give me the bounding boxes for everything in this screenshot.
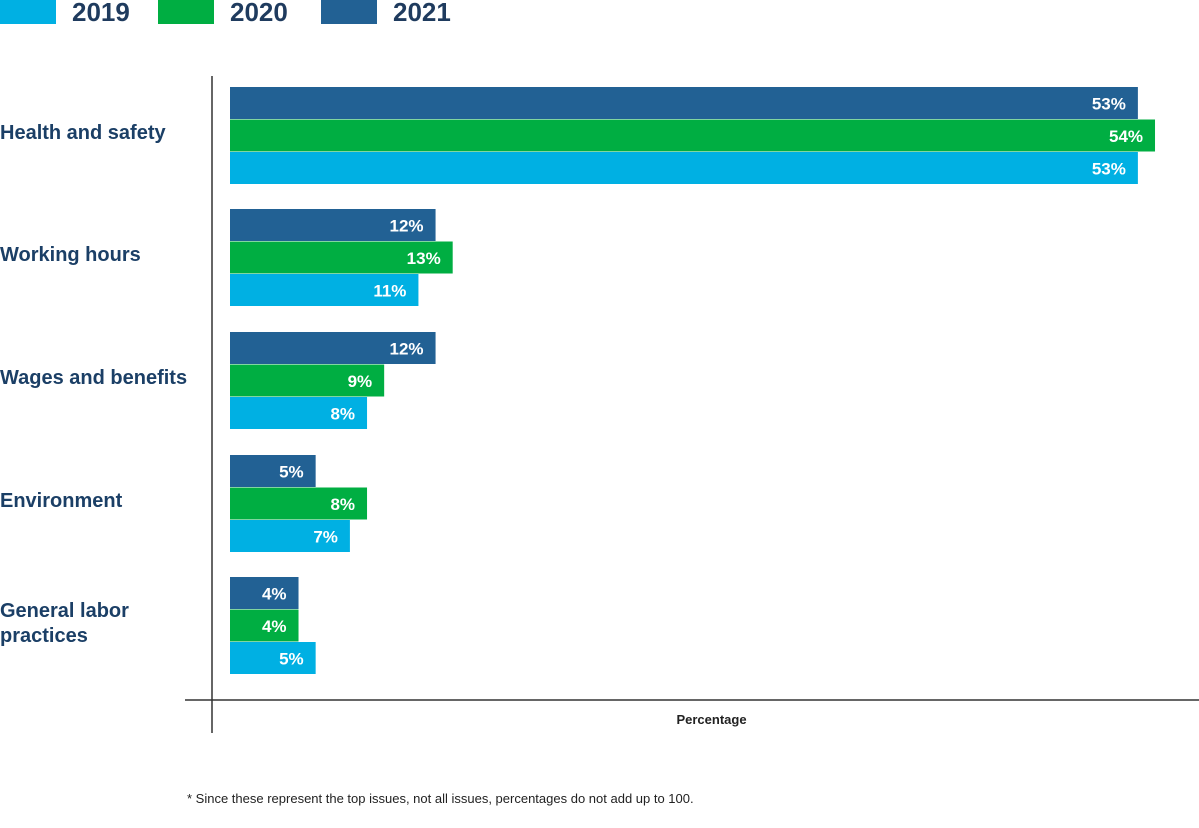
bar-2019-1 — [230, 274, 419, 306]
legend-swatch-2020 — [158, 0, 214, 24]
x-axis-title: Percentage — [676, 712, 747, 727]
category-label-line: practices — [0, 624, 88, 647]
bar-2021-0 — [230, 87, 1138, 119]
bar-label-2019-4: 5% — [279, 649, 304, 668]
footnote: * Since these represent the top issues, … — [187, 791, 694, 806]
bar-2019-2 — [230, 397, 368, 429]
bar-2019-4 — [230, 642, 316, 674]
bar-label-2020-0: 54% — [1109, 127, 1143, 146]
category-label-0: Health and safety — [0, 121, 205, 146]
legend-label-2019: 2019 — [72, 0, 130, 27]
legend-label-2020: 2020 — [230, 0, 288, 27]
bar-2020-1 — [230, 241, 453, 274]
bars-group: 53% 54% 53% 12% 13%11% 12% 9% 8% 5% 8% 7% 4% 4% 5% — [230, 87, 1156, 674]
category-label-1: Working hours — [0, 243, 205, 268]
bar-2021-4 — [230, 577, 299, 609]
bar-label-2020-1: 13% — [407, 249, 441, 268]
bar-label-2020-3: 8% — [330, 495, 355, 514]
chart-legend: 2019 2020 2021 — [0, 0, 1199, 30]
bar-label-2020-4: 4% — [262, 617, 287, 636]
category-label-line: Health and safety — [0, 122, 166, 145]
category-label-3: Environment — [0, 489, 205, 514]
bar-2020-0 — [230, 119, 1156, 152]
category-label-line: Environment — [0, 490, 123, 513]
bar-label-2021-1: 12% — [390, 216, 424, 235]
category-label-line: Wages and benefits — [0, 367, 188, 390]
category-label-line: Working hours — [0, 244, 141, 267]
legend-label-2021: 2021 — [393, 0, 451, 27]
bar-chart: 53% 54% 53% 12% 13%11% 12% 9% 8% 5% 8% 7% 4% 4% 5% — [185, 76, 1199, 733]
bar-label-2019-3: 7% — [313, 527, 338, 546]
bar-label-2020-2: 9% — [348, 372, 373, 391]
bar-label-2019-0: 53% — [1092, 159, 1126, 178]
category-label-line: General labor — [0, 599, 129, 622]
bar-2021-1 — [230, 209, 436, 241]
bar-2020-3 — [230, 487, 368, 520]
bar-label-2021-4: 4% — [262, 584, 287, 603]
bar-2020-2 — [230, 364, 385, 397]
bar-2021-3 — [230, 455, 316, 487]
category-label-4: General labor practices — [0, 599, 205, 649]
bar-2020-4 — [230, 609, 299, 642]
bar-label-2019-2: 8% — [330, 404, 355, 423]
bar-label-2021-2: 12% — [390, 339, 424, 358]
bar-label-2021-3: 5% — [279, 462, 304, 481]
legend-swatch-2021 — [321, 0, 377, 24]
legend-swatch-2019 — [0, 0, 56, 24]
bar-2021-2 — [230, 332, 436, 364]
category-label-2: Wages and benefits — [0, 366, 205, 391]
bar-label-2021-0: 53% — [1092, 94, 1126, 113]
bar-label-2019-1: 11% — [373, 281, 406, 300]
bar-2019-0 — [230, 152, 1138, 184]
bar-2019-3 — [230, 520, 350, 552]
